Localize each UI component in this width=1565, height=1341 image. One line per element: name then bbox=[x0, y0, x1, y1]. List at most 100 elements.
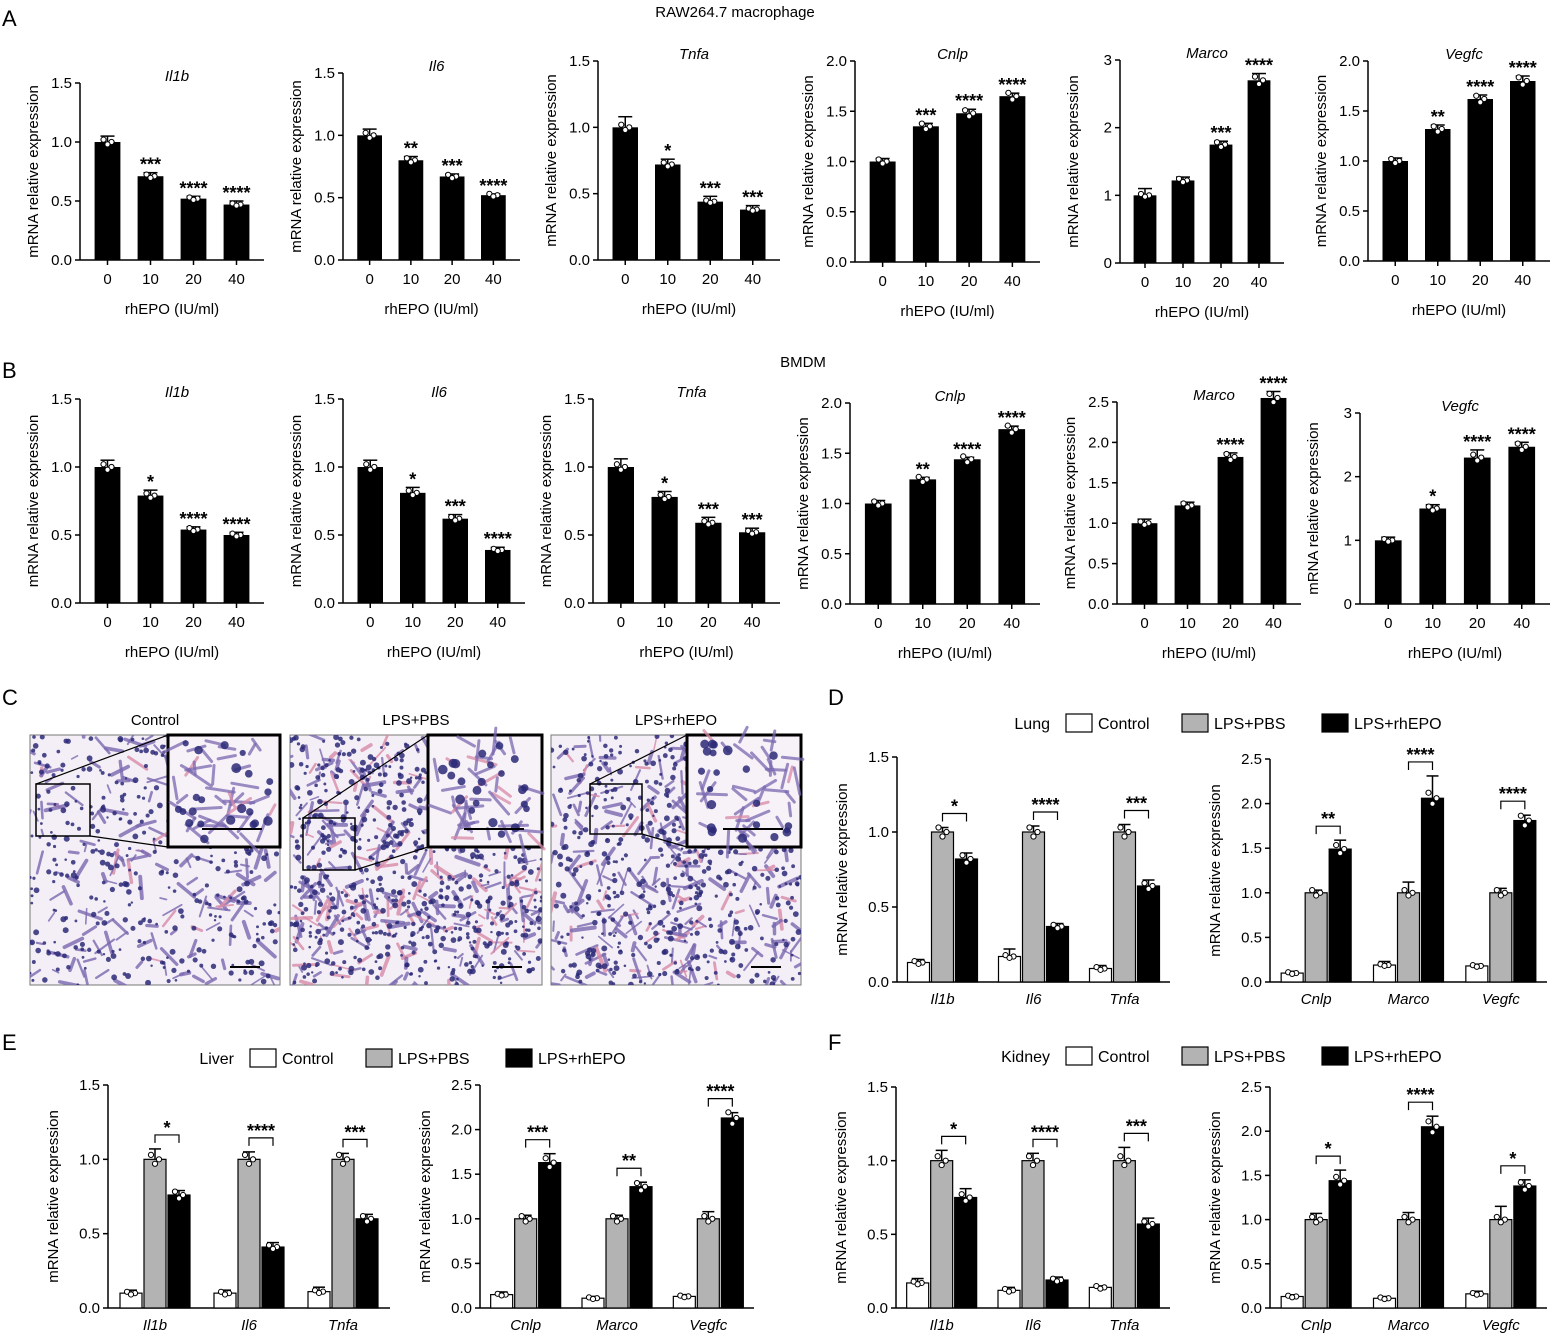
y-axis-label: mRNA relative expression bbox=[1065, 75, 1082, 248]
tissue-strand bbox=[476, 931, 493, 943]
data-point bbox=[617, 466, 624, 473]
inset-strand bbox=[731, 784, 756, 793]
significance-bracket bbox=[616, 1167, 642, 1177]
data-point bbox=[100, 136, 107, 143]
nucleus bbox=[509, 881, 515, 887]
tissue-strand bbox=[84, 907, 88, 925]
nucleus bbox=[303, 962, 306, 966]
nucleus bbox=[143, 764, 148, 769]
nucleus bbox=[411, 881, 418, 887]
nucleus bbox=[70, 785, 76, 791]
nucleus bbox=[436, 966, 441, 970]
significance-label: * bbox=[147, 472, 154, 492]
y-tick-label: 1.5 bbox=[569, 53, 590, 70]
nucleus bbox=[37, 807, 41, 811]
inset-strand bbox=[469, 797, 492, 802]
significance-label: **** bbox=[955, 91, 983, 111]
nucleus bbox=[73, 945, 78, 950]
y-tick-label: 0.0 bbox=[1088, 596, 1109, 613]
inset-strand bbox=[247, 742, 257, 756]
significance-label: * bbox=[1325, 1139, 1332, 1159]
bar-lps-pbs bbox=[1396, 1218, 1421, 1309]
x-tick-label: 20 bbox=[1472, 272, 1489, 289]
x-axis-label: rhEPO (IU/ml) bbox=[1162, 645, 1256, 662]
significance-label: **** bbox=[484, 529, 512, 549]
nucleus bbox=[39, 822, 43, 825]
data-point bbox=[155, 1156, 163, 1163]
bar-lps-pbs bbox=[1112, 1160, 1136, 1309]
nucleus bbox=[337, 939, 344, 946]
inset-nucleus bbox=[472, 785, 482, 795]
data-point bbox=[1429, 1129, 1436, 1136]
inset-nucleus bbox=[710, 740, 718, 749]
tissue-strand bbox=[575, 944, 599, 956]
nucleus bbox=[109, 886, 116, 893]
tissue-strand bbox=[413, 914, 435, 926]
tissue-strand bbox=[97, 906, 108, 914]
tissue-strand bbox=[67, 850, 80, 855]
legend-swatch-lps-pbs bbox=[1181, 1046, 1209, 1066]
nucleus bbox=[314, 783, 318, 788]
nucleus bbox=[538, 878, 542, 882]
nucleus bbox=[479, 878, 483, 882]
nucleus bbox=[298, 806, 302, 810]
data-point bbox=[1434, 128, 1441, 135]
nucleus bbox=[221, 858, 226, 863]
tissue-strand bbox=[205, 922, 221, 931]
nucleus bbox=[796, 877, 799, 881]
inset-nucleus bbox=[226, 815, 236, 825]
nucleus bbox=[262, 922, 267, 926]
nucleus bbox=[678, 825, 682, 829]
inset-nucleus bbox=[510, 823, 520, 833]
nucleus bbox=[127, 819, 133, 825]
data-point bbox=[343, 1156, 351, 1163]
y-tick-label: 1 bbox=[1344, 532, 1352, 549]
nucleus bbox=[76, 826, 81, 831]
nucleus bbox=[439, 880, 445, 886]
tissue-strand bbox=[365, 908, 371, 922]
x-axis-label: rhEPO (IU/ml) bbox=[639, 644, 733, 661]
nucleus bbox=[560, 892, 567, 899]
y-tick-label: 1.5 bbox=[867, 1079, 888, 1096]
nucleus bbox=[104, 910, 110, 916]
nucleus bbox=[583, 753, 587, 757]
nucleus bbox=[439, 888, 444, 893]
bar-lps-rhepo bbox=[1513, 1185, 1537, 1309]
tissue-strand bbox=[381, 891, 398, 898]
significance-label: *** bbox=[344, 1122, 365, 1142]
nucleus bbox=[233, 863, 239, 868]
nucleus bbox=[277, 910, 280, 915]
nucleus bbox=[494, 869, 499, 874]
y-tick-label: 2.0 bbox=[821, 395, 842, 412]
y-axis-label: mRNA relative expression bbox=[288, 415, 305, 588]
y-tick-label: 1 bbox=[1104, 187, 1112, 204]
chart-title: Il6 bbox=[429, 58, 446, 75]
nucleus bbox=[658, 972, 662, 977]
inset-nucleus bbox=[488, 817, 498, 828]
tissue-strand bbox=[30, 749, 36, 756]
nucleus bbox=[490, 930, 493, 934]
tissue-strand bbox=[249, 975, 266, 985]
bar-lps-pbs bbox=[1489, 892, 1513, 983]
nucleus bbox=[438, 894, 443, 899]
legend-label-control: Control bbox=[282, 1051, 334, 1068]
nucleus bbox=[696, 955, 700, 959]
tissue-strand bbox=[150, 932, 158, 950]
x-tick-label: Il6 bbox=[241, 1317, 258, 1334]
data-point bbox=[233, 533, 240, 540]
significance-bracket bbox=[1315, 1155, 1341, 1165]
tissue-strand bbox=[406, 864, 420, 875]
nucleus bbox=[377, 875, 383, 882]
nucleus bbox=[211, 938, 215, 942]
nucleus bbox=[295, 786, 301, 791]
nucleus bbox=[30, 939, 36, 946]
nucleus bbox=[393, 756, 399, 762]
tissue-strand bbox=[516, 949, 536, 953]
nucleus bbox=[723, 881, 729, 888]
y-tick-label: 0.5 bbox=[821, 546, 842, 563]
nucleus bbox=[341, 919, 344, 923]
data-point bbox=[1381, 962, 1388, 969]
nucleus bbox=[341, 752, 346, 757]
nucleus bbox=[153, 785, 160, 791]
